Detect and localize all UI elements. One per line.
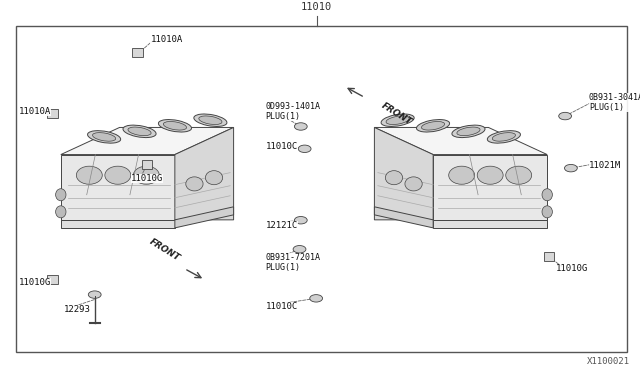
Text: 12121C: 12121C: [266, 221, 298, 230]
Ellipse shape: [93, 133, 116, 141]
Circle shape: [294, 123, 307, 130]
Ellipse shape: [477, 166, 503, 184]
Circle shape: [310, 295, 323, 302]
Text: 11010G: 11010G: [19, 278, 51, 287]
Ellipse shape: [542, 189, 552, 201]
Circle shape: [298, 145, 311, 153]
Circle shape: [88, 291, 101, 298]
Bar: [132, 48, 143, 57]
Text: FRONT: FRONT: [148, 237, 182, 263]
Ellipse shape: [205, 171, 223, 185]
Ellipse shape: [128, 127, 151, 136]
Ellipse shape: [56, 189, 66, 201]
Polygon shape: [175, 207, 234, 228]
Ellipse shape: [199, 116, 222, 125]
Ellipse shape: [56, 206, 66, 218]
Ellipse shape: [385, 171, 403, 185]
Text: 11010C: 11010C: [266, 302, 298, 311]
Text: 0B931-7201A
PLUG(1): 0B931-7201A PLUG(1): [266, 253, 321, 272]
Polygon shape: [433, 220, 547, 228]
Polygon shape: [374, 128, 433, 220]
Ellipse shape: [88, 131, 121, 143]
Ellipse shape: [123, 125, 156, 138]
Text: 11010C: 11010C: [266, 142, 298, 151]
Text: 11021M: 11021M: [589, 161, 621, 170]
Polygon shape: [61, 220, 175, 228]
Circle shape: [294, 217, 307, 224]
Circle shape: [559, 112, 572, 120]
Ellipse shape: [133, 166, 159, 184]
Bar: [142, 160, 152, 169]
Ellipse shape: [492, 133, 515, 141]
Ellipse shape: [506, 166, 532, 184]
Polygon shape: [374, 207, 433, 228]
Ellipse shape: [405, 177, 422, 191]
Polygon shape: [175, 128, 234, 220]
Ellipse shape: [186, 177, 203, 191]
Text: 11010G: 11010G: [131, 174, 163, 183]
Text: FRONT: FRONT: [380, 102, 414, 127]
Bar: [544, 252, 554, 261]
Text: 0D993-1401A
PLUG(1): 0D993-1401A PLUG(1): [266, 102, 321, 121]
Circle shape: [293, 246, 306, 253]
Ellipse shape: [105, 166, 131, 184]
Text: X1100021: X1100021: [588, 357, 630, 366]
Circle shape: [564, 164, 577, 172]
Ellipse shape: [452, 125, 485, 138]
Ellipse shape: [76, 166, 102, 184]
Ellipse shape: [457, 127, 480, 136]
Ellipse shape: [542, 206, 552, 218]
Polygon shape: [433, 155, 547, 220]
Ellipse shape: [163, 122, 186, 130]
Polygon shape: [61, 155, 175, 220]
Ellipse shape: [381, 114, 414, 126]
Bar: [47, 275, 58, 284]
Ellipse shape: [417, 119, 450, 132]
Ellipse shape: [422, 122, 445, 130]
Ellipse shape: [158, 119, 191, 132]
Text: 11010G: 11010G: [556, 264, 588, 273]
Bar: [47, 109, 58, 118]
Ellipse shape: [449, 166, 475, 184]
Text: 12293: 12293: [64, 305, 91, 314]
Text: 11010A: 11010A: [150, 35, 182, 44]
Polygon shape: [61, 128, 234, 155]
Polygon shape: [374, 128, 547, 155]
Text: 11010: 11010: [301, 2, 332, 12]
Bar: [16, 26, 627, 352]
Ellipse shape: [487, 131, 520, 143]
Ellipse shape: [386, 116, 409, 125]
Text: 0B931-3041A
PLUG(1): 0B931-3041A PLUG(1): [589, 93, 640, 112]
Ellipse shape: [194, 114, 227, 126]
Text: 11010A: 11010A: [19, 107, 51, 116]
